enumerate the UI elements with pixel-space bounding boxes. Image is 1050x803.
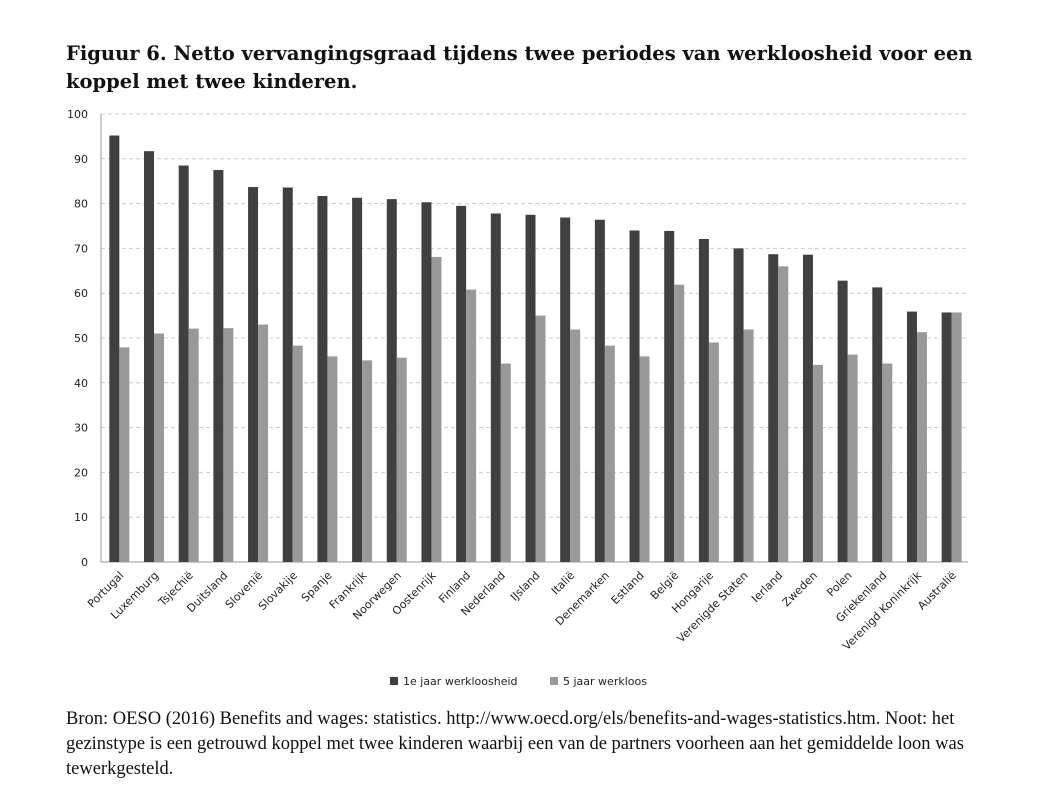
source-note: Bron: OESO (2016) Benefits and wages: st… <box>66 709 964 779</box>
x-tick-label: Zweden <box>780 569 820 609</box>
y-tick-label: 60 <box>74 287 88 300</box>
bar-year1 <box>109 135 120 562</box>
bar-year1 <box>421 202 432 563</box>
bar-year1 <box>525 214 536 563</box>
bar-year1 <box>594 219 605 562</box>
bar-chart: 0102030405060708090100PortugalLuxemburgT… <box>67 108 968 688</box>
bar-year1 <box>456 205 467 562</box>
legend-swatch <box>390 677 398 685</box>
bar-year5 <box>188 328 199 562</box>
bar-year5 <box>570 329 581 562</box>
bar-year1 <box>282 187 293 563</box>
bar-year5 <box>778 266 789 562</box>
x-tick-label: Australië <box>915 569 959 613</box>
bar-year5 <box>500 363 511 562</box>
y-tick-label: 40 <box>74 377 88 390</box>
y-tick-label: 20 <box>74 466 88 479</box>
bar-year5 <box>119 347 130 562</box>
bar-year5 <box>639 356 650 562</box>
bar-year5 <box>604 345 615 562</box>
bar-year1 <box>490 213 501 562</box>
bar-year5 <box>258 324 269 562</box>
bar-year1 <box>629 230 640 563</box>
bar-year5 <box>396 357 407 562</box>
bar-year5 <box>154 333 165 562</box>
x-tick-label: België <box>648 569 682 603</box>
legend-swatch <box>550 677 558 685</box>
y-tick-label: 0 <box>81 556 88 569</box>
bar-year5 <box>951 312 962 562</box>
y-tick-label: 50 <box>74 332 88 345</box>
bar-year1 <box>352 197 363 562</box>
bar-year5 <box>882 363 893 562</box>
x-tick-label: IJsland <box>508 569 543 604</box>
bar-year5 <box>812 364 823 562</box>
bar-year1 <box>560 217 571 562</box>
x-tick-label: Italië <box>549 569 578 598</box>
figure-title: Figuur 6. Netto vervangingsgraad tijdens… <box>66 42 973 93</box>
y-tick-label: 10 <box>74 511 88 524</box>
bar-year5 <box>847 354 858 562</box>
bar-year1 <box>872 287 883 562</box>
y-tick-label: 90 <box>74 153 88 166</box>
bar-year5 <box>535 315 546 562</box>
bar-year1 <box>733 248 744 562</box>
bar-year1 <box>144 151 155 562</box>
y-tick-label: 30 <box>74 422 88 435</box>
bar-year5 <box>743 329 754 562</box>
bar-year5 <box>708 342 719 562</box>
bar-year1 <box>213 170 224 562</box>
legend-label: 5 jaar werkloos <box>563 675 647 688</box>
bar-year1 <box>768 254 779 562</box>
bar-year5 <box>223 328 234 562</box>
y-tick-label: 100 <box>67 108 88 121</box>
bar-year1 <box>802 254 813 562</box>
bar-year1 <box>906 311 917 562</box>
bar-year1 <box>941 312 952 562</box>
bar-year1 <box>317 195 328 562</box>
bar-year5 <box>916 332 927 562</box>
bar-year5 <box>466 289 477 562</box>
bar-year1 <box>178 165 189 562</box>
y-tick-label: 80 <box>74 198 88 211</box>
bar-year5 <box>431 256 442 562</box>
x-tick-label: Polen <box>824 569 854 599</box>
bar-year5 <box>674 284 685 562</box>
bar-year5 <box>292 345 303 562</box>
bar-year1 <box>698 238 709 562</box>
bar-year1 <box>837 280 848 562</box>
bar-year1 <box>386 199 397 562</box>
x-tick-label: Estland <box>609 569 647 607</box>
bar-year1 <box>248 187 259 563</box>
legend-label: 1e jaar werkloosheid <box>403 675 518 688</box>
bar-year1 <box>664 230 675 563</box>
y-tick-label: 70 <box>74 242 88 255</box>
bar-year5 <box>362 360 373 562</box>
bar-year5 <box>327 356 338 562</box>
